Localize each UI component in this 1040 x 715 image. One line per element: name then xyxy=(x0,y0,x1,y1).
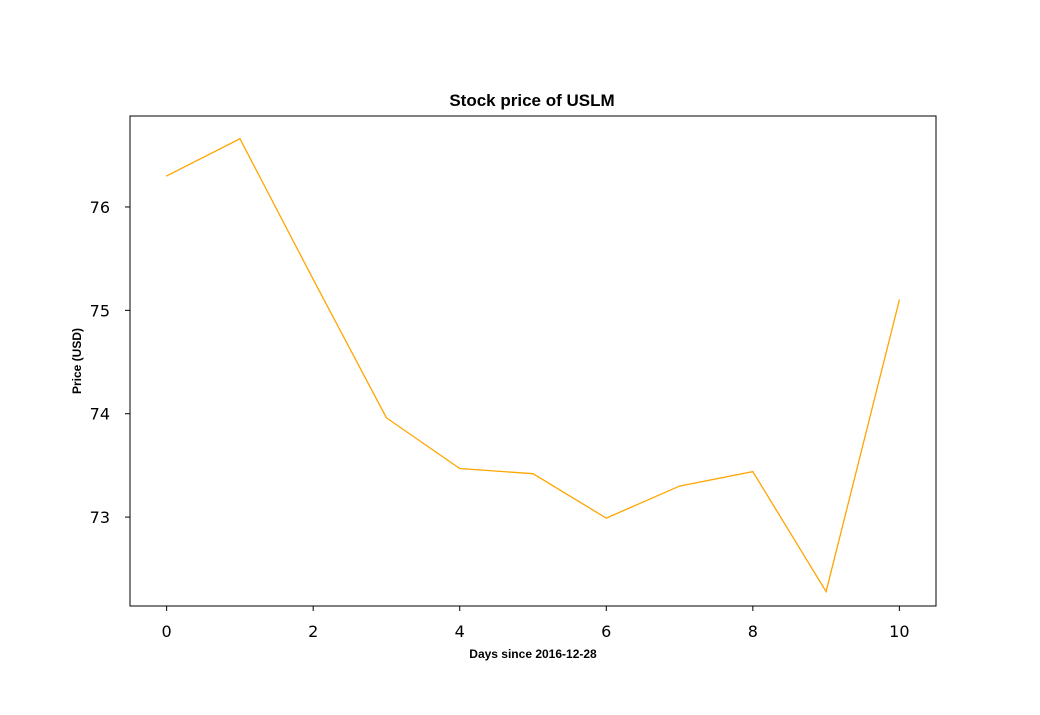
x-axis: 0 2 4 6 8 10 xyxy=(162,606,910,641)
data-point xyxy=(825,590,827,593)
x-axis-label: Days since 2016-12-28 xyxy=(469,647,597,661)
y-tick-label: 74 xyxy=(90,405,110,424)
x-tick-label: 8 xyxy=(748,622,758,641)
x-tick-label: 4 xyxy=(455,622,465,641)
data-point xyxy=(605,517,607,519)
x-tick-label: 6 xyxy=(601,622,611,641)
x-tick-label: 0 xyxy=(162,622,172,641)
data-point xyxy=(385,417,388,419)
data-point xyxy=(166,175,168,177)
data-point xyxy=(752,471,754,473)
chart-title: Stock price of USLM xyxy=(449,91,614,110)
y-tick-label: 76 xyxy=(90,198,110,217)
series-layer xyxy=(166,137,900,594)
x-tick-label: 2 xyxy=(308,622,318,641)
y-axis: 73 74 75 76 xyxy=(90,198,130,527)
plot-area-frame xyxy=(129,115,937,607)
y-tick-label: 75 xyxy=(90,301,110,320)
data-point xyxy=(459,467,461,470)
y-tick-label: 73 xyxy=(90,508,110,527)
data-point xyxy=(312,278,314,280)
x-tick-label: 10 xyxy=(889,622,909,641)
data-point xyxy=(898,299,900,301)
y-axis-label: Price (USD) xyxy=(70,328,84,394)
series-line-0 xyxy=(166,137,900,594)
data-point xyxy=(239,138,241,140)
data-point xyxy=(678,485,681,487)
data-point xyxy=(532,473,534,475)
